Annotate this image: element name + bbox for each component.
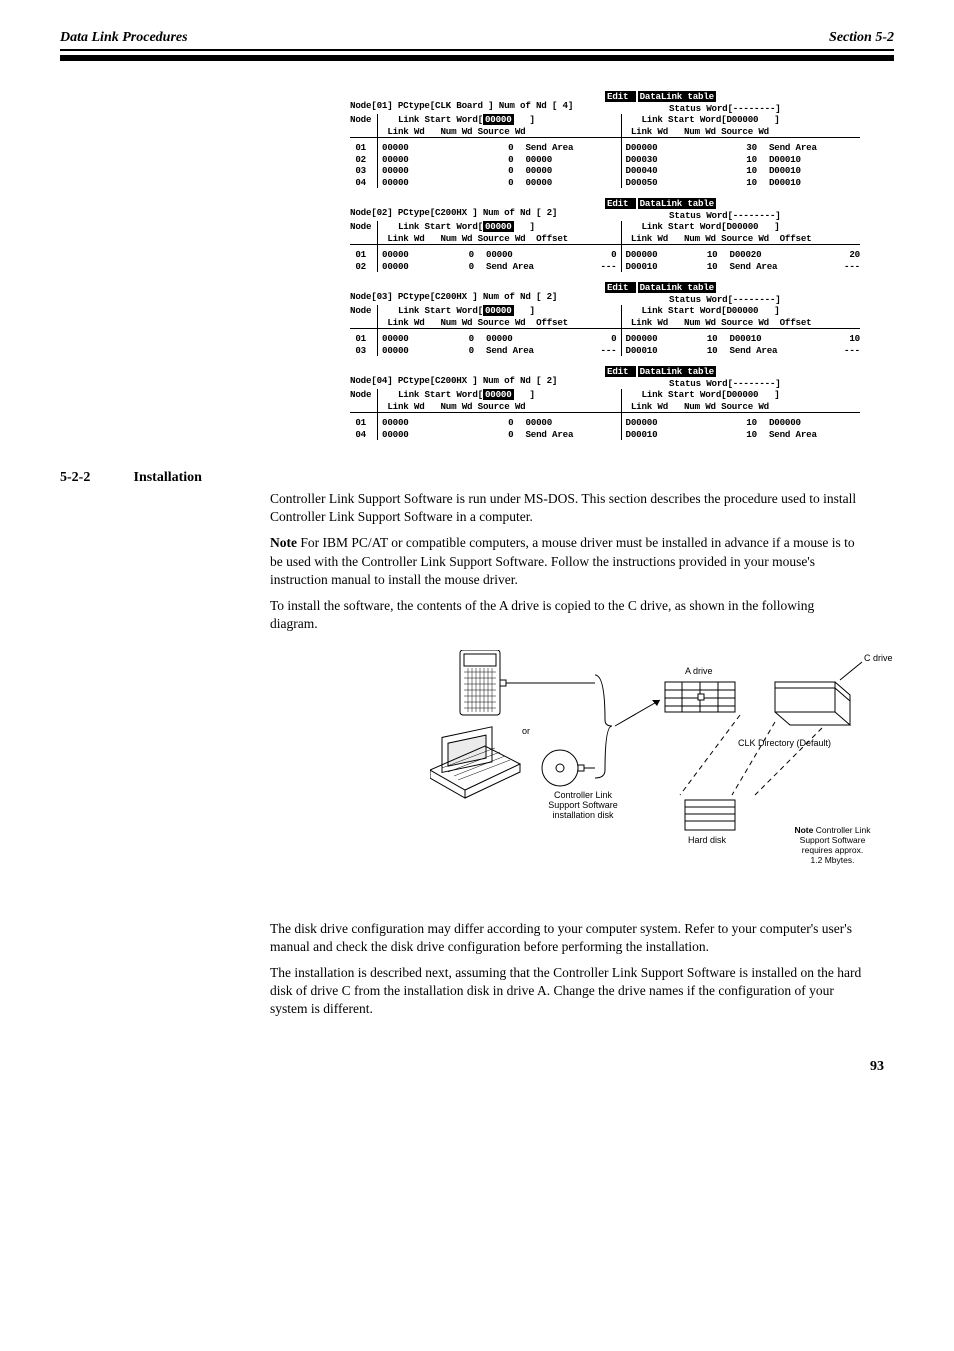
section-number: 5-2-2: [60, 470, 130, 486]
para3: To install the software, the contents of…: [270, 597, 864, 633]
header-divider: [60, 49, 894, 61]
datalink-panel: Node[02] PCtype[C200HX ] Num of Nd [ 2] …: [350, 198, 860, 272]
datalink-label: DataLink table: [638, 366, 716, 377]
para2: Note For IBM PC/AT or compatible compute…: [270, 534, 864, 589]
a-drive-label: A drive: [685, 666, 713, 676]
section-title: Installation: [134, 470, 202, 485]
c-drive-label: C drive: [864, 653, 893, 663]
hdd-label: Hard disk: [688, 835, 726, 845]
datalink-label: DataLink table: [638, 198, 716, 209]
status-word: Status Word[--------]: [605, 294, 781, 305]
body-text-2: The disk drive configuration may differ …: [270, 920, 864, 1019]
installation-diagram: or: [430, 650, 920, 900]
status-word: Status Word[--------]: [605, 103, 781, 114]
note-box: Note Controller LinkSupport Softwarerequ…: [780, 825, 885, 866]
svg-text:or: or: [522, 726, 530, 736]
status-word: Status Word[--------]: [605, 210, 781, 221]
header-left: Data Link Procedures: [60, 30, 188, 46]
header-right: Section 5-2: [829, 30, 894, 46]
edit-label: Edit: [605, 198, 636, 209]
edit-label: Edit: [605, 282, 636, 293]
datalink-label: DataLink table: [638, 91, 716, 102]
body-text: Controller Link Support Software is run …: [270, 490, 864, 634]
datalink-panel: Node[04] PCtype[C200HX ] Num of Nd [ 2] …: [350, 366, 860, 440]
datalink-label: DataLink table: [638, 282, 716, 293]
para1: Controller Link Support Software is run …: [270, 490, 864, 526]
edit-label: Edit: [605, 366, 636, 377]
datalink-screenshots: Node[01] PCtype[CLK Board ] Num of Nd [ …: [350, 91, 860, 440]
page-number: 93: [60, 1059, 894, 1075]
floppy-label: Controller LinkSupport Softwareinstallat…: [528, 790, 638, 821]
datalink-panel: Node[03] PCtype[C200HX ] Num of Nd [ 2] …: [350, 282, 860, 356]
datalink-panel: Node[01] PCtype[CLK Board ] Num of Nd [ …: [350, 91, 860, 188]
clk-dir-label: CLK Directory (Default): [738, 738, 831, 748]
status-word: Status Word[--------]: [605, 378, 781, 389]
edit-label: Edit: [605, 91, 636, 102]
